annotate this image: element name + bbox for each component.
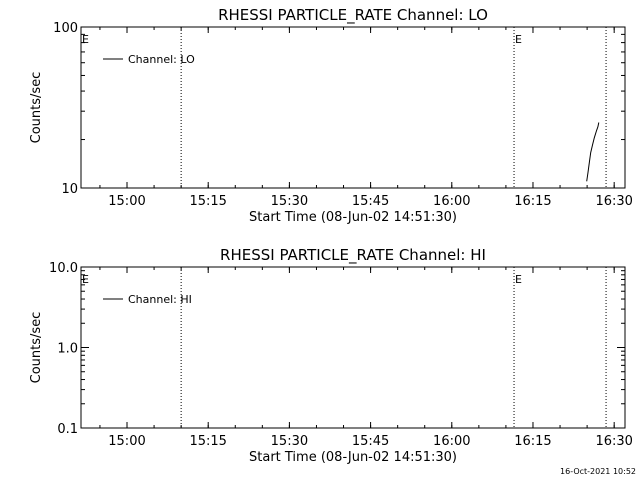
chart-title-1: RHESSI PARTICLE_RATE Channel: HI [220,246,486,265]
x-tick-label: 16:15 [514,434,551,449]
y-axis-label-0: Counts/sec [29,72,44,144]
timestamp: 16-Oct-2021 10:52 [560,467,636,476]
event-flag: E [82,273,89,286]
x-tick-label: 15:15 [189,434,226,449]
x-tick-label: 15:00 [108,434,145,449]
plot-frame-0 [80,26,626,189]
event-flag: E [515,33,522,46]
x-tick-label: 15:15 [189,194,226,209]
legend-label: Channel: LO [128,53,195,66]
x-axis-label-0: Start Time (08-Jun-02 14:51:30) [249,210,457,225]
y-tick-label: 1.0 [57,342,78,357]
y-tick-label: 0.1 [57,422,78,437]
legend-label: Channel: HI [128,293,192,306]
x-tick-label: 15:30 [271,194,308,209]
series-line [586,122,600,182]
x-tick-label: 15:45 [352,194,389,209]
x-tick-label: 16:00 [433,194,470,209]
event-flag: E [82,33,89,46]
x-axis-label-1: Start Time (08-Jun-02 14:51:30) [249,450,457,465]
x-tick-label: 16:30 [595,194,632,209]
y-tick-label: 10 [61,182,78,197]
chart-title-0: RHESSI PARTICLE_RATE Channel: LO [218,6,488,25]
x-tick-label: 16:00 [433,434,470,449]
x-tick-label: 16:15 [514,194,551,209]
x-tick-label: 16:30 [595,434,632,449]
y-tick-label: 10.0 [49,261,78,276]
y-tick-label: 100 [53,21,78,36]
y-axis-label-1: Counts/sec [29,312,44,384]
x-tick-label: 15:30 [271,434,308,449]
event-flag: E [515,273,522,286]
x-tick-label: 15:45 [352,434,389,449]
x-tick-label: 15:00 [108,194,145,209]
